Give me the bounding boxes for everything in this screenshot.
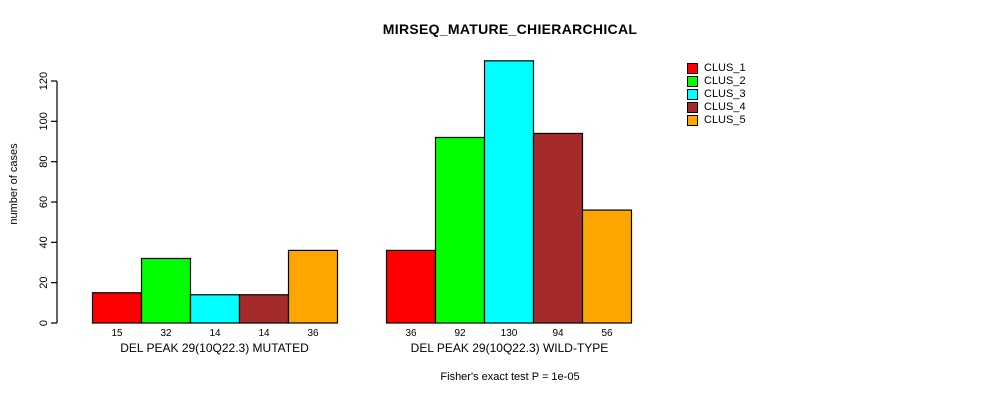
bar-clus_4 <box>532 132 584 324</box>
bar-value-label: 15 <box>111 328 123 339</box>
legend-swatch-icon <box>687 115 698 126</box>
bar-value-label: 92 <box>454 328 466 339</box>
legend-swatch-icon <box>687 76 698 87</box>
bar-value-label: 14 <box>258 328 270 339</box>
legend-item-clus_1: CLUS_1 <box>687 62 746 75</box>
legend-swatch-icon <box>687 102 698 113</box>
bar-clus_1 <box>91 292 143 324</box>
bar-clus_4 <box>238 294 290 324</box>
bar-clus_3 <box>189 294 241 324</box>
bar-value-label: 56 <box>601 328 613 339</box>
y-axis-tick-label: 40 <box>38 236 50 248</box>
legend-label: CLUS_1 <box>704 62 746 74</box>
bar-clus_2 <box>434 136 486 324</box>
chart-title: MIRSEQ_MATURE_CHIERARCHICAL <box>382 21 638 37</box>
bar-clus_3 <box>483 60 535 324</box>
y-axis-tick-label: 60 <box>38 196 50 208</box>
legend-label: CLUS_4 <box>704 101 746 113</box>
legend-item-clus_3: CLUS_3 <box>687 88 746 101</box>
legend-swatch-icon <box>687 89 698 100</box>
legend-item-clus_2: CLUS_2 <box>687 75 746 88</box>
bar-clus_1 <box>385 249 437 324</box>
y-axis-tick-label: 20 <box>38 277 50 289</box>
bar-value-label: 130 <box>501 328 518 339</box>
bar-value-label: 36 <box>307 328 319 339</box>
bar-clus_2 <box>140 257 192 324</box>
legend-label: CLUS_2 <box>704 75 746 87</box>
bar-value-label: 36 <box>405 328 417 339</box>
y-axis-tick-label: 0 <box>38 320 50 326</box>
bar-clus_5 <box>581 209 633 324</box>
fisher-test-footnote: Fisher's exact test P = 1e-05 <box>440 371 580 383</box>
legend-item-clus_4: CLUS_4 <box>687 101 746 114</box>
bar-clus_5 <box>287 249 339 324</box>
x-axis-group-label-mutated: DEL PEAK 29(10Q22.3) MUTATED <box>120 341 309 355</box>
bar-value-label: 94 <box>552 328 564 339</box>
bar-value-label: 32 <box>160 328 172 339</box>
y-axis-tick-label: 120 <box>38 72 50 90</box>
bar-value-label: 14 <box>209 328 221 339</box>
legend-label: CLUS_5 <box>704 114 746 126</box>
legend-item-clus_5: CLUS_5 <box>687 114 746 127</box>
legend-swatch-icon <box>687 63 698 74</box>
x-axis-group-label-wild-type: DEL PEAK 29(10Q22.3) WILD-TYPE <box>410 341 609 355</box>
y-axis-tick-label: 80 <box>38 156 50 168</box>
y-axis-tick-label: 100 <box>38 112 50 130</box>
chart-legend: CLUS_1 CLUS_2 CLUS_3 CLUS_4 CLUS_5 <box>687 62 746 127</box>
legend-label: CLUS_3 <box>704 88 746 100</box>
